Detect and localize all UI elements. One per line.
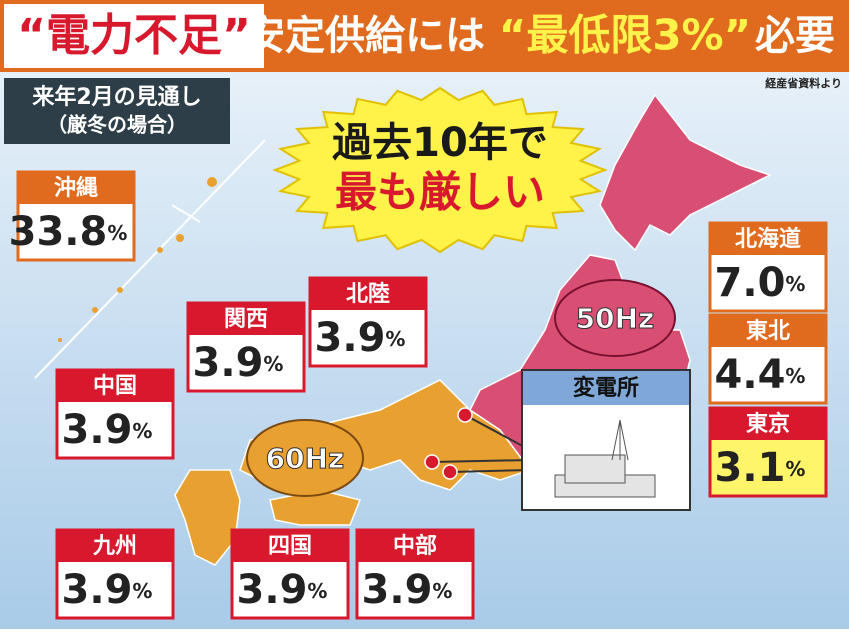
value: 4.4	[715, 352, 786, 398]
region-value: 3.9%	[62, 567, 153, 613]
title: “最低限3%”	[499, 11, 752, 60]
substation-icon	[554, 419, 656, 498]
value: 3.9	[237, 567, 308, 613]
region-card: 中部 3.9%	[355, 528, 475, 620]
value: 3.9	[62, 407, 133, 453]
region-name: 北陸	[346, 281, 390, 307]
divider	[171, 204, 201, 223]
callout-burst	[272, 86, 608, 254]
card-header	[357, 530, 473, 562]
region-card: 東京 3.1%	[708, 406, 828, 498]
hz-bubble	[554, 279, 676, 357]
card-header	[310, 278, 426, 310]
region-value: 7.0%	[715, 260, 806, 306]
region-name: 四国	[268, 534, 312, 559]
title: 安定供給には	[245, 13, 485, 59]
header-box	[4, 4, 264, 68]
region-value: 3.1%	[715, 445, 806, 491]
region-value: 33.8%	[9, 209, 128, 255]
unit: %	[785, 272, 805, 296]
region-name: 沖縄	[54, 176, 98, 201]
region-value: 3.9%	[315, 315, 406, 361]
divider	[34, 139, 266, 379]
value: 3.9	[315, 315, 386, 361]
unit: %	[132, 419, 152, 443]
unit: %	[785, 364, 805, 388]
subtitle: 来年2月の見通し	[31, 84, 201, 110]
kyushu	[174, 469, 241, 566]
card-header	[188, 303, 304, 335]
regions: 沖縄33.8%関西3.9%北陸3.9%中国3.9%北海道7.0%東北4.4%東京…	[9, 170, 828, 620]
substation-header	[523, 371, 689, 405]
region-value: 3.9%	[193, 340, 284, 386]
unit: %	[263, 352, 283, 376]
substation-label: 変電所	[573, 375, 639, 401]
unit: %	[107, 221, 127, 245]
title: 必要	[755, 13, 835, 59]
card-header	[18, 172, 134, 204]
region-value: 4.4%	[715, 352, 806, 398]
region-value: 3.9%	[62, 407, 153, 453]
unit: %	[385, 327, 405, 351]
callout: 最も厳しい	[335, 168, 545, 217]
title: “電力不足”	[17, 10, 251, 61]
card-header	[710, 408, 826, 440]
value: 3.9	[62, 567, 133, 613]
value: 3.9	[193, 340, 264, 386]
unit: %	[307, 579, 327, 603]
card-header	[57, 530, 173, 562]
unit: %	[132, 579, 152, 603]
region-card: 北海道 7.0%	[708, 221, 828, 313]
region-name: 九州	[92, 534, 137, 559]
subtitle-box	[4, 78, 230, 144]
region-value: 3.9%	[362, 567, 453, 613]
region-card: 中国 3.9%	[55, 368, 175, 460]
callout: 過去10年で	[332, 120, 548, 166]
source: 経産省資料より	[765, 76, 842, 90]
hokkaido	[599, 93, 772, 252]
region-name: 東北	[746, 319, 790, 344]
unit: %	[785, 457, 805, 481]
hz-bubble	[246, 419, 364, 497]
region-card: 東北 4.4%	[708, 313, 828, 405]
card-header	[710, 223, 826, 255]
unit: %	[432, 579, 452, 603]
region-name: 関西	[224, 307, 268, 332]
region-card: 沖縄 33.8%	[9, 170, 136, 262]
value: 33.8	[9, 209, 108, 255]
region-name: 北海道	[735, 226, 801, 252]
region-card: 九州 3.9%	[55, 528, 175, 620]
region-value: 3.9%	[237, 567, 328, 613]
region-name: 中国	[93, 374, 137, 399]
connectors	[431, 414, 531, 473]
card-header	[710, 315, 826, 347]
value: 3.1	[715, 445, 786, 491]
islands	[58, 177, 217, 342]
subtitle: （厳冬の場合）	[47, 113, 187, 137]
value: 3.9	[362, 567, 433, 613]
card-header	[57, 370, 173, 402]
card-highlight	[711, 440, 825, 495]
hz-label: 60Hz	[266, 442, 345, 475]
region-name: 中部	[393, 533, 437, 559]
card-header	[232, 530, 348, 562]
region-card: 四国 3.9%	[230, 528, 350, 620]
region-card: 関西 3.9%	[186, 301, 306, 393]
substation-dots	[424, 407, 473, 480]
hz-label: 50Hz	[576, 302, 655, 335]
region-card: 北陸 3.9%	[308, 276, 428, 368]
value: 7.0	[715, 260, 786, 306]
region-name: 東京	[746, 411, 790, 437]
